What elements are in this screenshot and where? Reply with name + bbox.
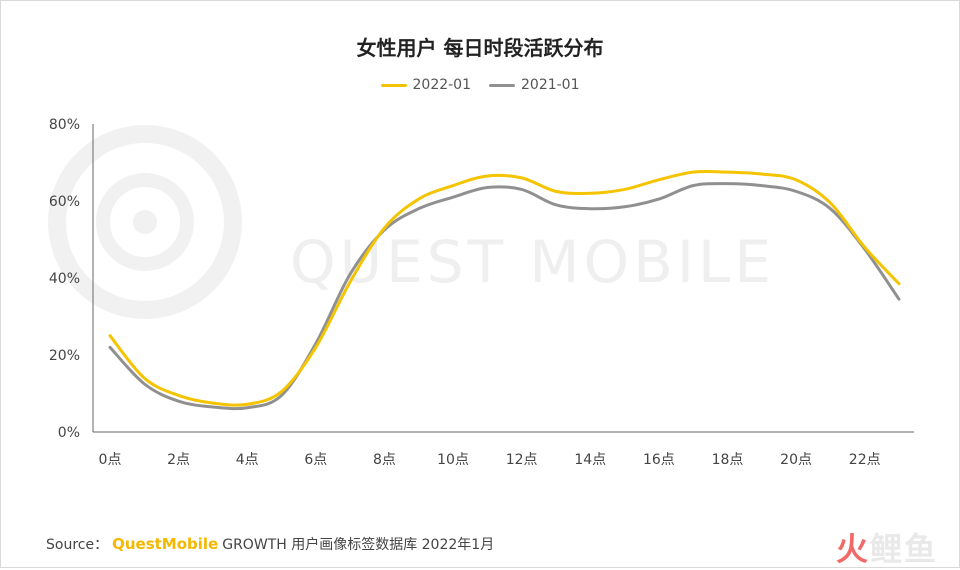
source-label: Source： <box>46 537 109 553</box>
series-line-2021-01 <box>108 182 901 411</box>
source-text: GROWTH 用户画像标签数据库 2022年1月 <box>222 537 495 553</box>
legend: 2022-01 2021-01 <box>0 77 960 93</box>
axes: 0% 20% 40% 60% 80% 0点 2点 4点 6点 8点 10点 12点 14点 16点 18点 2… <box>49 117 914 468</box>
x-tick-label: 16点 <box>643 452 675 468</box>
legend-label-2021: 2021-01 <box>521 77 580 93</box>
watermark-dot-icon <box>133 210 157 234</box>
x-tick-label: 12点 <box>506 452 538 468</box>
x-tick-label: 6点 <box>304 452 327 468</box>
x-tick-label: 2点 <box>167 452 190 468</box>
watermark-inner-ring-icon <box>96 173 194 271</box>
x-tick-label: 22点 <box>849 452 881 468</box>
y-tick-label: 20% <box>49 348 80 364</box>
watermark: QUEST MOBILE <box>48 125 775 319</box>
x-tick-label: 20点 <box>780 452 812 468</box>
y-tick-label: 0% <box>58 425 80 441</box>
source-note: Source： QuestMobile GROWTH 用户画像标签数据库 202… <box>46 534 494 554</box>
x-tick-label: 4点 <box>236 452 259 468</box>
legend-item-2022: 2022-01 <box>380 77 472 93</box>
legend-label-2022: 2022-01 <box>412 77 472 93</box>
chart-title: 女性用户 每日时段活跃分布 <box>356 36 604 60</box>
corner-logo-part2: 鲤鱼 <box>869 530 938 568</box>
legend-swatch-2021 <box>489 83 515 87</box>
y-tick-label: 60% <box>49 194 80 210</box>
x-tick-label: 14点 <box>574 452 606 468</box>
x-tick-label: 0点 <box>99 452 122 468</box>
source-brand: QuestMobile <box>112 535 219 553</box>
y-tick-label: 80% <box>49 117 80 133</box>
y-tick-label: 40% <box>49 271 80 287</box>
legend-swatch-2022 <box>380 83 407 87</box>
series-line-2022-01 <box>108 169 901 407</box>
watermark-text: QUEST MOBILE <box>290 228 775 296</box>
watermark-ring-icon <box>48 125 242 319</box>
series-group <box>108 169 901 411</box>
legend-item-2021: 2021-01 <box>489 77 580 93</box>
corner-logo: 火鲤鱼 <box>836 524 938 570</box>
x-tick-label: 8点 <box>373 452 396 468</box>
x-tick-label: 10点 <box>437 452 469 468</box>
corner-logo-part1: 火 <box>835 530 870 568</box>
x-tick-label: 18点 <box>712 452 744 468</box>
